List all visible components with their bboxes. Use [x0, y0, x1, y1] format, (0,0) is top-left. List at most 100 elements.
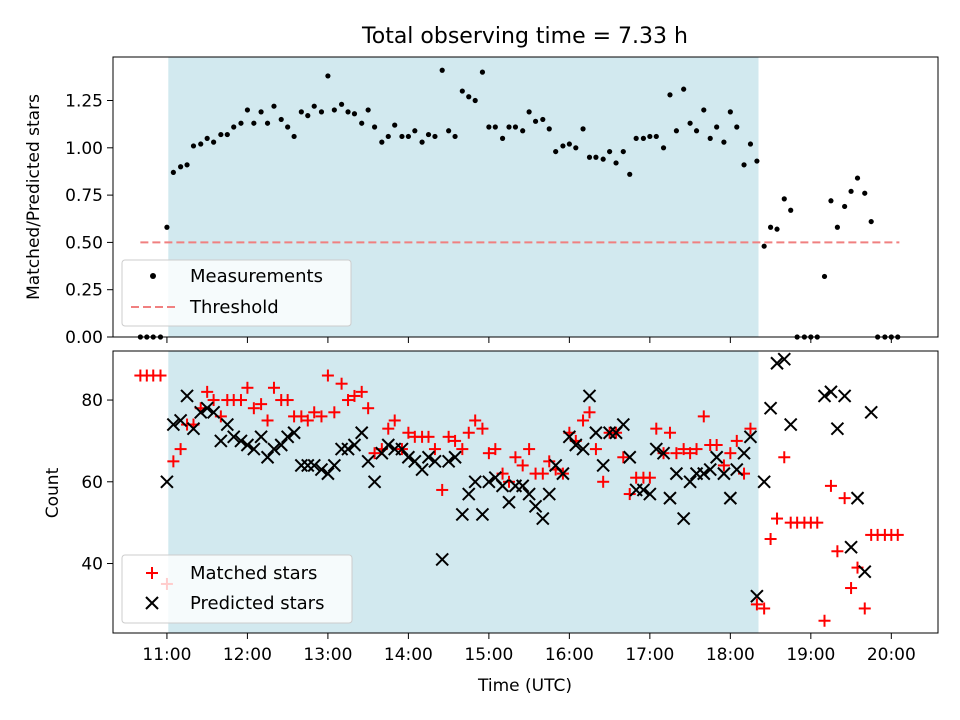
- measurement-point: [412, 128, 418, 134]
- measurement-point: [828, 198, 834, 204]
- matched-star-point: [589, 443, 602, 456]
- x-tick-label: 11:00: [142, 645, 191, 665]
- predicted-star-point: [428, 454, 442, 469]
- measurement-point: [727, 109, 733, 115]
- predicted-star-point: [435, 552, 449, 567]
- measurement-point: [506, 124, 512, 130]
- top-panel: 0.00 0.25 0.50 0.75 1.00 1.25 Matched/Predict…: [24, 56, 939, 348]
- predicted-star-point: [750, 589, 764, 603]
- measurement-point: [492, 124, 498, 130]
- predicted-star-point: [367, 475, 382, 489]
- measurement-point: [325, 73, 331, 79]
- x-axis-label: Time (UTC): [477, 676, 572, 696]
- matched-star-point: [321, 369, 334, 382]
- matched-star-point: [543, 455, 556, 468]
- matched-star-point: [436, 483, 449, 496]
- matched-star-point: [201, 385, 214, 398]
- measurements-legend-marker: [150, 273, 156, 279]
- measurement-point: [472, 97, 478, 104]
- bottom-x-ticks: 11:00 12:00 13:00 14:00 15:00 16:00 17:00 18:00…: [142, 633, 916, 665]
- predicted-star-point: [676, 511, 691, 526]
- measurement-point: [244, 107, 251, 113]
- matched-star-point: [267, 381, 280, 394]
- measurement-point: [593, 154, 599, 160]
- predicted-star-point: [844, 540, 858, 554]
- matched-star-point: [750, 598, 763, 611]
- measurement-point: [359, 120, 365, 126]
- measurement-point: [660, 145, 667, 151]
- measurement-point: [365, 107, 371, 113]
- matched-star-point: [690, 443, 703, 456]
- matched-star-point: [811, 516, 824, 529]
- matched-star-point: [744, 422, 757, 435]
- predicted-star-point: [274, 438, 288, 452]
- x-tick-label: 16:00: [545, 645, 594, 665]
- predicted-star-point: [220, 417, 234, 432]
- predicted-star-point: [314, 462, 329, 477]
- predicted-star-point: [321, 466, 335, 481]
- measurement-point: [693, 128, 700, 134]
- matched-star-point: [523, 443, 536, 456]
- predicted-star-point: [475, 507, 490, 522]
- matched-star-point: [167, 455, 180, 468]
- measurement-point: [647, 133, 653, 140]
- predicted-star-point: [455, 507, 470, 522]
- predicted-star-point: [515, 479, 530, 493]
- predicted-star-point: [824, 385, 838, 399]
- predicted-star-point: [327, 458, 342, 473]
- predicted-star-point: [287, 426, 301, 440]
- predicted-star-point: [582, 389, 597, 403]
- matched-star-point: [234, 394, 247, 407]
- matched-star-point: [476, 422, 489, 435]
- predicted-star-point: [395, 442, 409, 456]
- predicted-star-point: [730, 462, 744, 477]
- predicted-legend-label: Predicted stars: [190, 593, 324, 614]
- matched-star-point: [388, 414, 401, 427]
- measurement-point: [687, 120, 693, 126]
- predicted-star-point: [763, 401, 778, 415]
- matched-star-point: [489, 443, 502, 456]
- measurement-point: [466, 94, 472, 100]
- bottom-panel-frame: [112, 350, 939, 634]
- measurement-point: [761, 243, 767, 249]
- matched-star-point: [617, 451, 630, 464]
- predicted-star-point: [663, 491, 677, 505]
- x-tick-label: 19:00: [786, 645, 835, 665]
- predicted-star-point: [623, 450, 637, 464]
- matched-star-point: [824, 479, 837, 492]
- x-tick-label: 15:00: [464, 645, 513, 665]
- matched-star-point: [422, 430, 435, 443]
- measurement-point: [425, 131, 432, 138]
- predicted-star-point: [669, 466, 684, 481]
- bottom-legend: Matched stars Predicted stars: [121, 554, 353, 624]
- measurement-point: [439, 67, 445, 73]
- predicted-star-point: [186, 421, 201, 436]
- measurement-point: [673, 128, 680, 134]
- matched-star-point: [663, 426, 676, 439]
- threshold-legend-label: Threshold: [189, 297, 279, 318]
- measurement-point: [405, 133, 411, 140]
- predicted-star-point: [448, 450, 462, 464]
- measurement-point: [446, 128, 452, 134]
- matched-star-point: [368, 447, 381, 460]
- measurement-point: [371, 124, 378, 130]
- top-y-tick-label: 0.75: [65, 186, 103, 206]
- measurement-point: [834, 224, 840, 230]
- matched-star-point: [301, 414, 314, 427]
- measurement-point: [566, 141, 572, 147]
- measurement-point: [178, 164, 184, 170]
- predicted-star-point: [643, 487, 657, 501]
- measurement-point: [600, 156, 606, 162]
- measurement-point: [553, 148, 559, 155]
- predicted-star-point: [777, 352, 791, 366]
- bottom-legend-box: [121, 554, 353, 624]
- predicted-star-point: [254, 430, 268, 444]
- measurement-point: [560, 143, 566, 149]
- matched-star-point: [891, 528, 904, 541]
- predicted-star-point: [247, 442, 261, 456]
- predicted-star-point: [536, 511, 550, 526]
- matched-star-point: [255, 398, 268, 411]
- predicted-star-point: [214, 434, 228, 448]
- measurement-point: [318, 109, 325, 115]
